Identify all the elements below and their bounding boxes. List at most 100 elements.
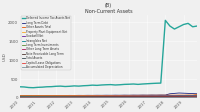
Long Term Investments xyxy=(196,96,198,97)
Note Receivable Long Term xyxy=(109,96,112,98)
Property Plant Equipment Net xyxy=(178,95,180,96)
Note Receivable Long Term xyxy=(105,96,107,98)
Accumulated Depreciation xyxy=(191,97,194,98)
Capital Lease Obligations xyxy=(91,97,94,98)
Long Term Investments xyxy=(18,96,21,98)
Capital Lease Obligations xyxy=(105,97,107,98)
Long Term Debt xyxy=(96,95,98,96)
Accumulated Depreciation xyxy=(50,97,53,98)
Goodwill Net xyxy=(82,96,85,97)
Other Long Term Assets xyxy=(78,96,80,98)
Capital Lease Obligations xyxy=(100,97,103,98)
Note Receivable Long Term xyxy=(100,96,103,98)
Total Assets xyxy=(100,97,103,98)
Other Assets Total xyxy=(87,95,89,96)
Total Assets xyxy=(64,97,66,98)
Long Term Investments xyxy=(173,96,176,97)
Goodwill Net xyxy=(150,95,153,97)
Property Plant Equipment Net xyxy=(182,95,185,96)
Long Term Investments xyxy=(141,96,144,97)
Note Receivable Long Term xyxy=(150,96,153,98)
Other Long Term Assets xyxy=(55,96,57,98)
Legend: Deferred Income Tax Assets Net, Long Term Debt, Other Assets Total, Property Pla: Deferred Income Tax Assets Net, Long Ter… xyxy=(21,16,71,70)
Other Long Term Assets xyxy=(68,96,71,98)
Other Assets Total xyxy=(137,95,139,96)
Other Long Term Assets xyxy=(196,96,198,97)
Goodwill Net xyxy=(178,95,180,96)
Deferred Income Tax Assets Net xyxy=(164,20,167,21)
Intangibles Net xyxy=(64,96,66,97)
Line: Long Term Investments: Long Term Investments xyxy=(20,96,197,97)
Total Assets xyxy=(160,96,162,98)
Total Assets xyxy=(119,97,121,98)
Y-axis label: USD: USD xyxy=(3,52,7,61)
Note Receivable Long Term xyxy=(23,97,25,98)
Total Assets xyxy=(23,97,25,98)
Intangibles Net xyxy=(91,96,94,97)
Total Assets xyxy=(59,97,62,98)
Note Receivable Long Term xyxy=(169,96,171,98)
Other Long Term Assets xyxy=(155,96,157,97)
Property Plant Equipment Net xyxy=(23,95,25,97)
Other Assets Total xyxy=(27,95,30,96)
Other Long Term Assets xyxy=(91,96,94,98)
Long Term Debt xyxy=(114,95,116,96)
Accumulated Depreciation xyxy=(119,97,121,98)
Accumulated Depreciation xyxy=(164,97,167,98)
Total Assets xyxy=(169,96,171,98)
Long Term Debt xyxy=(182,93,185,94)
Intangibles Net xyxy=(37,96,39,97)
Goodwill Net xyxy=(59,96,62,97)
Capital Lease Obligations xyxy=(196,96,198,98)
Long Term Debt xyxy=(146,94,148,96)
Goodwill Net xyxy=(141,95,144,97)
Deferred Income Tax Assets Net xyxy=(141,83,144,85)
Capital Lease Obligations xyxy=(146,97,148,98)
Accumulated Depreciation xyxy=(105,97,107,98)
Note Receivable Long Term xyxy=(137,96,139,98)
Accumulated Depreciation xyxy=(141,97,144,98)
Long Term Investments xyxy=(64,96,66,98)
Capital Lease Obligations xyxy=(178,96,180,98)
Capital Lease Obligations xyxy=(32,97,34,98)
Other Long Term Assets xyxy=(150,96,153,97)
Total Assets xyxy=(114,97,116,98)
Capital Lease Obligations xyxy=(114,97,116,98)
Other Assets Total xyxy=(46,95,48,96)
Note Receivable Long Term xyxy=(141,96,144,98)
Long Term Debt xyxy=(91,95,94,96)
Other Long Term Assets xyxy=(173,96,176,97)
Property Plant Equipment Net xyxy=(41,95,44,97)
Total Assets xyxy=(82,97,85,98)
Long Term Debt xyxy=(169,93,171,94)
Long Term Debt xyxy=(55,95,57,96)
Property Plant Equipment Net xyxy=(123,95,126,96)
Total Assets xyxy=(32,97,34,98)
Note Receivable Long Term xyxy=(146,96,148,98)
Goodwill Net xyxy=(64,96,66,97)
Note Receivable Long Term xyxy=(78,97,80,98)
Property Plant Equipment Net xyxy=(146,95,148,96)
Total Assets xyxy=(191,96,194,98)
Goodwill Net xyxy=(109,95,112,97)
Note Receivable Long Term xyxy=(182,96,185,97)
Deferred Income Tax Assets Net xyxy=(73,85,75,87)
Intangibles Net xyxy=(41,96,44,97)
Accumulated Depreciation xyxy=(96,97,98,98)
Note Receivable Long Term xyxy=(178,96,180,98)
Property Plant Equipment Net xyxy=(196,95,198,96)
Long Term Investments xyxy=(23,96,25,98)
Goodwill Net xyxy=(146,95,148,97)
Capital Lease Obligations xyxy=(50,97,53,98)
Title: (B)
Non-Current Assets: (B) Non-Current Assets xyxy=(85,3,132,14)
Accumulated Depreciation xyxy=(46,97,48,98)
Accumulated Depreciation xyxy=(82,97,85,98)
Note Receivable Long Term xyxy=(64,97,66,98)
Total Assets xyxy=(105,97,107,98)
Accumulated Depreciation xyxy=(41,97,44,98)
Line: Capital Lease Obligations: Capital Lease Obligations xyxy=(20,97,197,98)
Long Term Debt xyxy=(191,93,194,94)
Other Long Term Assets xyxy=(59,96,62,98)
Goodwill Net xyxy=(18,96,21,97)
Long Term Investments xyxy=(50,96,53,98)
